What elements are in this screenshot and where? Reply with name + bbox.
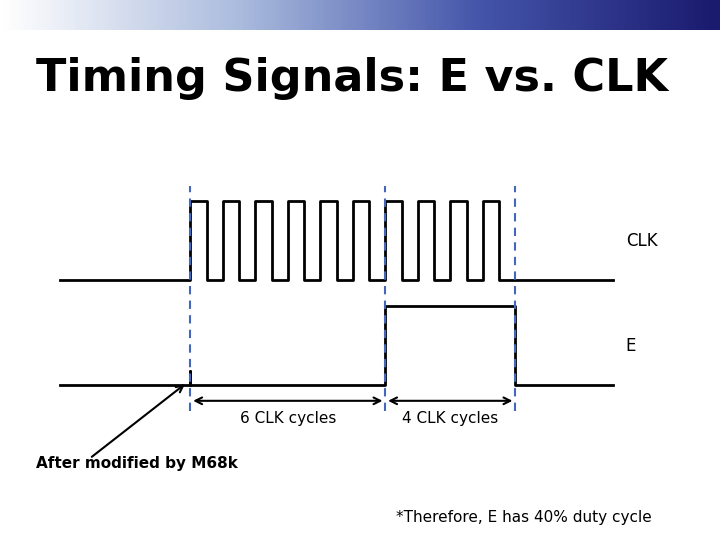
Text: E: E bbox=[626, 337, 636, 355]
Text: After modified by M68k: After modified by M68k bbox=[36, 456, 238, 471]
Text: 6 CLK cycles: 6 CLK cycles bbox=[240, 411, 336, 426]
Text: 4 CLK cycles: 4 CLK cycles bbox=[402, 411, 498, 426]
Text: *Therefore, E has 40% duty cycle: *Therefore, E has 40% duty cycle bbox=[396, 510, 652, 525]
Text: Timing Signals: E vs. CLK: Timing Signals: E vs. CLK bbox=[36, 57, 668, 100]
Text: CLK: CLK bbox=[626, 232, 657, 249]
